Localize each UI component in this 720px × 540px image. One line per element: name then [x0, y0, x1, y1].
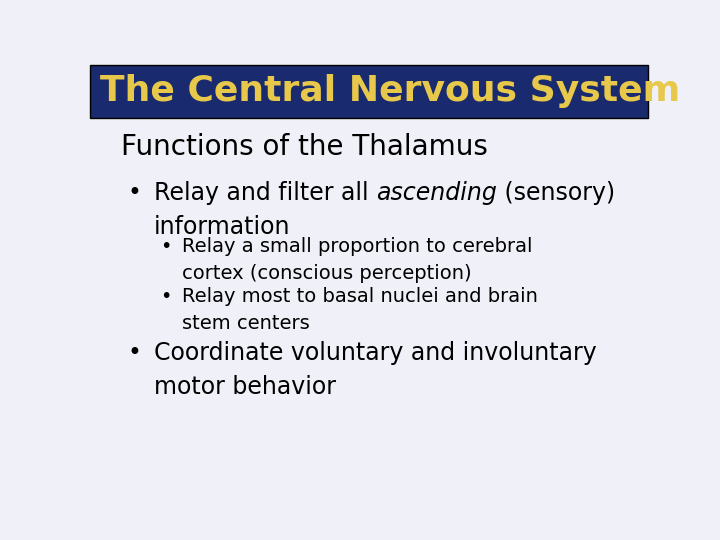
Text: Relay most to basal nuclei and brain: Relay most to basal nuclei and brain [182, 287, 538, 306]
Text: Relay a small proportion to cerebral: Relay a small proportion to cerebral [182, 238, 533, 256]
Text: information: information [154, 215, 291, 239]
Text: •: • [160, 287, 171, 306]
Text: ascending: ascending [377, 181, 498, 205]
Text: (sensory): (sensory) [498, 181, 616, 205]
Text: stem centers: stem centers [182, 314, 310, 333]
Text: •: • [160, 238, 171, 256]
Text: Functions of the Thalamus: Functions of the Thalamus [121, 133, 487, 161]
Text: The Central Nervous System: The Central Nervous System [100, 75, 680, 109]
FancyBboxPatch shape [90, 65, 648, 118]
Text: motor behavior: motor behavior [154, 375, 336, 400]
Text: Relay and filter all: Relay and filter all [154, 181, 377, 205]
Text: cortex (conscious perception): cortex (conscious perception) [182, 265, 472, 284]
Text: Coordinate voluntary and involuntary: Coordinate voluntary and involuntary [154, 341, 597, 365]
Text: •: • [128, 181, 142, 205]
Text: •: • [128, 341, 142, 365]
